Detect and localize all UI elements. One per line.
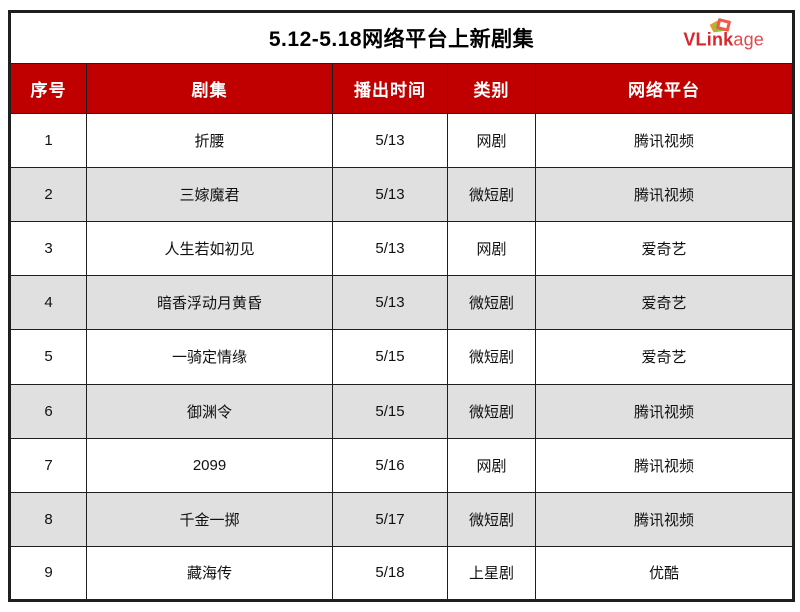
table-body: 1 折腰 5/13 网剧 腾讯视频 2 三嫁魔君 5/13 微短剧 腾讯视频 3 人生若如初见 5/13…: [9, 112, 794, 602]
logo-text-light: age: [733, 29, 764, 50]
table-cell: 上星剧: [447, 545, 536, 602]
table-cell: 5/13: [332, 221, 448, 277]
table-cell: 腾讯视频: [535, 112, 794, 169]
vlinkage-logo: VLinkage: [683, 18, 764, 49]
table-cell: 5/13: [332, 167, 448, 223]
table-cell: 优酷: [535, 545, 794, 602]
drama-table: 5.12-5.18网络平台上新剧集 VLinkage 序号 剧集 播出时间 类别…: [8, 10, 795, 602]
table-cell: 8: [9, 491, 87, 547]
table-cell: 微短剧: [447, 383, 536, 439]
table-cell: 御渊令: [86, 383, 333, 439]
table-cell: 腾讯视频: [535, 383, 794, 439]
table-cell: 腾讯视频: [535, 437, 794, 493]
table-row: 9 藏海传 5/18 上星剧 优酷: [9, 545, 794, 602]
column-header-airdate: 播出时间: [332, 63, 448, 114]
table-cell: 5/17: [332, 491, 448, 547]
table-cell: 腾讯视频: [535, 491, 794, 547]
layered-squares-icon: [709, 17, 735, 33]
title-cell: 5.12-5.18网络平台上新剧集 VLinkage: [9, 11, 794, 64]
table-cell: 爱奇艺: [535, 329, 794, 385]
table-cell: 微短剧: [447, 329, 536, 385]
table-row: 5 一骑定情缘 5/15 微短剧 爱奇艺: [9, 329, 794, 385]
table-cell: 5/13: [332, 112, 448, 169]
table-row: 8 千金一掷 5/17 微短剧 腾讯视频: [9, 491, 794, 547]
table-cell: 2099: [86, 437, 333, 493]
table-cell: 微短剧: [447, 491, 536, 547]
table-cell: 网剧: [447, 112, 536, 169]
table-cell: 网剧: [447, 221, 536, 277]
table-cell: 爱奇艺: [535, 275, 794, 331]
table-cell: 三嫁魔君: [86, 167, 333, 223]
table-cell: 1: [9, 112, 87, 169]
table-cell: 千金一掷: [86, 491, 333, 547]
table-cell: 9: [9, 545, 87, 602]
page-title: 5.12-5.18网络平台上新剧集: [268, 28, 535, 51]
vlinkage-logo-text: VLinkage: [683, 29, 764, 49]
table-cell: 5/15: [332, 383, 448, 439]
table-row: 3 人生若如初见 5/13 网剧 爱奇艺: [9, 221, 794, 277]
table-cell: 5/15: [332, 329, 448, 385]
table-cell: 5/18: [332, 545, 448, 602]
table-cell: 5: [9, 329, 87, 385]
column-header-index: 序号: [9, 63, 87, 114]
table-cell: 网剧: [447, 437, 536, 493]
table-cell: 7: [9, 437, 87, 493]
table-header-row: 序号 剧集 播出时间 类别 网络平台: [9, 63, 794, 114]
table-cell: 5/13: [332, 275, 448, 331]
table-cell: 一骑定情缘: [86, 329, 333, 385]
column-header-drama: 剧集: [86, 63, 333, 114]
table-row: 7 2099 5/16 网剧 腾讯视频: [9, 437, 794, 493]
table-cell: 腾讯视频: [535, 167, 794, 223]
table-cell: 3: [9, 221, 87, 277]
table-cell: 6: [9, 383, 87, 439]
table-cell: 藏海传: [86, 545, 333, 602]
table-cell: 暗香浮动月黄昏: [86, 275, 333, 331]
table-cell: 爱奇艺: [535, 221, 794, 277]
column-header-platform: 网络平台: [535, 63, 794, 114]
table-row: 4 暗香浮动月黄昏 5/13 微短剧 爱奇艺: [9, 275, 794, 331]
table-cell: 折腰: [86, 112, 333, 169]
table-cell: 人生若如初见: [86, 221, 333, 277]
table-cell: 微短剧: [447, 275, 536, 331]
table-cell: 微短剧: [447, 167, 536, 223]
table-cell: 5/16: [332, 437, 448, 493]
table-cell: 2: [9, 167, 87, 223]
table-row: 1 折腰 5/13 网剧 腾讯视频: [9, 112, 794, 169]
column-header-category: 类别: [447, 63, 536, 114]
title-row: 5.12-5.18网络平台上新剧集 VLinkage: [9, 11, 794, 64]
table-row: 6 御渊令 5/15 微短剧 腾讯视频: [9, 383, 794, 439]
drama-table-sheet: 5.12-5.18网络平台上新剧集 VLinkage 序号 剧集 播出时间 类别…: [8, 10, 795, 602]
table-cell: 4: [9, 275, 87, 331]
table-row: 2 三嫁魔君 5/13 微短剧 腾讯视频: [9, 167, 794, 223]
logo-text-bold: VLink: [683, 29, 734, 50]
